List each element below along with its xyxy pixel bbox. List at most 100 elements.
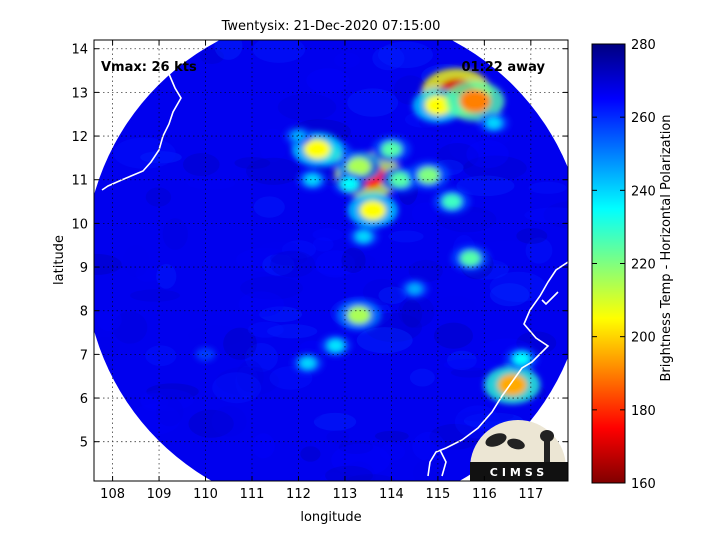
swath-texture-patch [277, 93, 337, 121]
swath-texture-patch [96, 309, 122, 332]
swath-texture-patch [234, 157, 271, 169]
axes-frame [93, 39, 569, 482]
swath-texture-patch [156, 263, 177, 289]
swath-texture-patch [377, 41, 433, 69]
swath-texture-patch [259, 128, 287, 163]
convection-cell [200, 350, 211, 359]
y-axis-label: latitude [52, 235, 67, 285]
swath-texture-patch [325, 465, 373, 481]
y-tick-label: 5 [80, 436, 88, 451]
swath-texture-patch [433, 295, 476, 319]
convection-cell [460, 250, 481, 267]
swath-texture-patch [300, 446, 321, 462]
swath-texture-patch [253, 196, 285, 218]
swath-texture-patch [188, 409, 234, 438]
swath-texture-patch [267, 324, 318, 339]
colorbar-label: Brightness Temp - Horizontal Polarizatio… [659, 114, 674, 381]
swath-texture-patch [211, 405, 247, 437]
vmax-annotation: Vmax: 26 kts [101, 60, 197, 75]
swath-texture-patch [401, 299, 423, 328]
swath-texture-patch [472, 138, 497, 153]
colorbar-tick-label: 180 [631, 404, 656, 419]
y-tick-label: 9 [80, 261, 88, 276]
swath-texture-patch [397, 295, 435, 328]
convection-cell [497, 373, 528, 397]
swath-texture-patch [270, 251, 308, 266]
swath-texture-patch [453, 211, 493, 234]
swath-texture-patch [331, 443, 391, 477]
swath-texture-patch [145, 187, 172, 207]
swath-texture-patch [252, 433, 275, 459]
x-tick-label: 115 [425, 487, 450, 502]
logo-tower [544, 440, 550, 462]
swath-texture-patch [214, 40, 243, 60]
swath-texture-patch [162, 218, 188, 250]
swath-texture-patch [341, 247, 366, 273]
swath-texture-patch [372, 46, 405, 71]
coastline-islet [439, 449, 447, 477]
swath-texture-patch [281, 240, 317, 259]
swath-texture-patch [313, 412, 357, 431]
convection-cell [441, 194, 462, 209]
swath-texture-patch [246, 157, 301, 185]
swath-texture-patch [412, 431, 446, 462]
swath-texture-patch [112, 311, 148, 344]
swath-texture-patch [293, 393, 325, 422]
swath-texture-patch [252, 40, 306, 63]
y-tick-label: 8 [80, 305, 88, 320]
swath-texture-patch [409, 368, 435, 387]
y-tick-label: 13 [71, 86, 88, 101]
logo-dish-left [485, 433, 507, 447]
swath-texture-patch [516, 228, 548, 244]
swath-texture-patch [235, 365, 259, 398]
swath-texture-patch [94, 253, 122, 275]
y-tick-label: 11 [71, 174, 88, 189]
y-axis-ticks: 5 6 7 8 9 10 11 12 13 14 [71, 43, 568, 451]
y-tick-label: 14 [71, 43, 88, 58]
swath-texture-patch [433, 322, 474, 349]
colorbar-tick-label: 240 [631, 184, 656, 199]
swath-texture-patch [379, 443, 405, 461]
convection-cell [304, 173, 321, 186]
convection-cell [407, 283, 422, 295]
colorbar-tick-label: 260 [631, 111, 656, 126]
swath-texture-patch [341, 455, 369, 480]
swath-texture-patch [489, 283, 530, 307]
logo-tower-tank [540, 430, 554, 442]
colorbar-tick-label: 280 [631, 38, 656, 53]
coastline-borneo [427, 261, 568, 477]
x-axis-label: longitude [300, 510, 361, 525]
swath-texture-patch [238, 291, 285, 317]
colorbar: 160 180 200 220 240 260 280 Brightness Temp - … [591, 38, 674, 492]
swath-texture-patch [355, 254, 377, 271]
convection-cell [355, 230, 372, 243]
swath-texture-patch [244, 343, 278, 373]
convection-cell [327, 339, 344, 352]
swath-texture-patch [378, 286, 407, 304]
swath-texture-patch [528, 181, 567, 194]
convection-cell [512, 352, 531, 366]
swath-texture-patch [240, 276, 303, 300]
swath-texture-patch [450, 367, 490, 378]
x-tick-label: 113 [333, 487, 358, 502]
swath-texture-patch [436, 142, 479, 170]
swath-texture-patch [212, 372, 262, 404]
colorbar-tick-label: 200 [631, 331, 656, 346]
swath-texture-patch [543, 201, 568, 229]
swath-texture-patch [489, 271, 547, 302]
swath-texture-patch [318, 472, 350, 481]
swath-texture-patch [448, 135, 480, 161]
swath-texture-patch [326, 430, 350, 444]
y-tick-label: 7 [80, 348, 88, 363]
swath-texture-patch [199, 48, 224, 64]
y-tick-label: 10 [71, 217, 88, 232]
swath-texture-patch [466, 139, 509, 169]
y-tick-label: 6 [80, 392, 88, 407]
swath-texture-patch [411, 202, 441, 225]
swath-texture-patch [463, 155, 527, 181]
swath-texture-patch [347, 88, 399, 117]
swath-texture-patch [306, 68, 350, 93]
swath-texture-patch [135, 266, 161, 282]
swath-texture-patch [259, 241, 301, 256]
